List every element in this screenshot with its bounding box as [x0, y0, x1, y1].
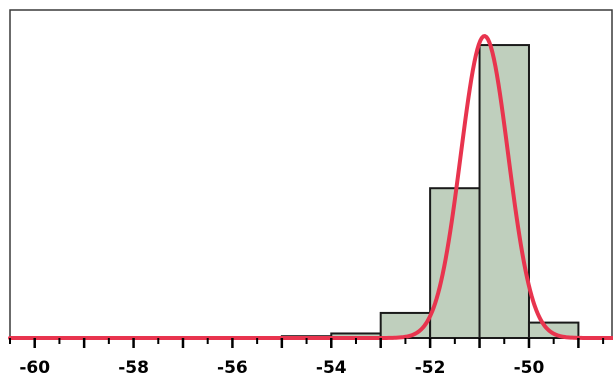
- histogram-bar-4: [478, 44, 530, 340]
- x-axis-ticks: [9, 338, 605, 348]
- x-axis-tick-labels: -60 -58 -56 -54 -52 -50: [19, 358, 544, 378]
- x-tick-label: -54: [316, 358, 347, 378]
- x-tick-label: -52: [415, 358, 446, 378]
- x-tick-label: -58: [118, 358, 149, 378]
- x-tick-label: -60: [19, 358, 50, 378]
- x-tick-label: -56: [217, 358, 248, 378]
- normal-fit-curve: [8, 34, 613, 340]
- x-tick-label: -50: [514, 358, 545, 378]
